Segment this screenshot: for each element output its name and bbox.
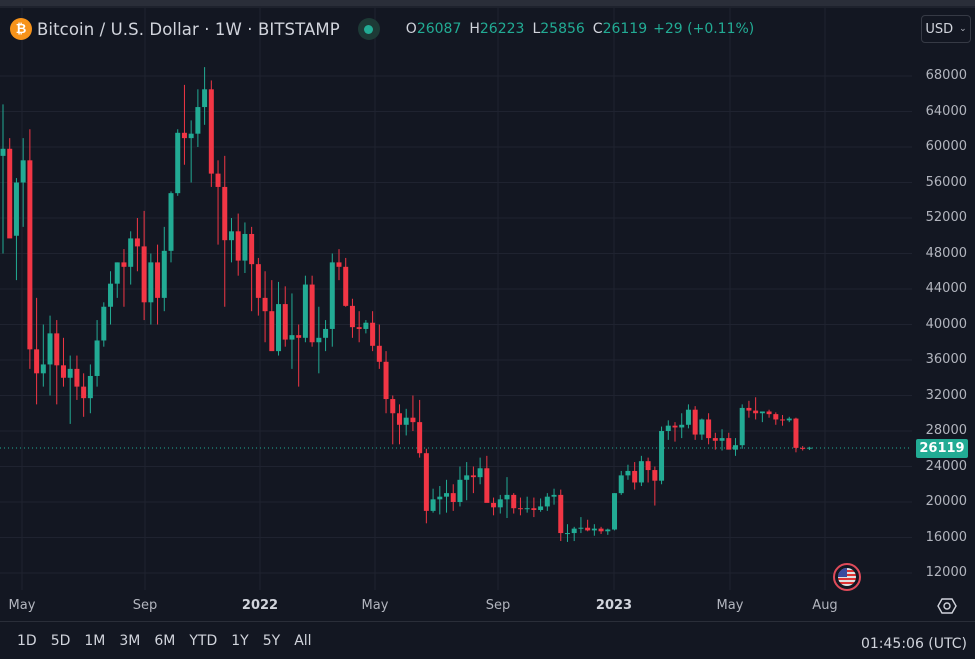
price-axis-label: 32000	[925, 387, 967, 403]
current-price-tag: 26119	[916, 439, 968, 458]
date-range-buttons: 1D 5D 1M 3M 6M YTD 1Y 5Y All	[10, 633, 319, 649]
price-axis-label: 16000	[925, 529, 967, 545]
price-axis-label: 20000	[925, 494, 967, 509]
price-axis-label: 24000	[925, 458, 967, 474]
high-label: H	[469, 21, 480, 37]
price-axis-label: 28000	[925, 423, 967, 438]
ohlc-values: O26087 H26223 L25856 C26119	[406, 21, 647, 37]
range-button-ytd[interactable]: YTD	[189, 632, 218, 649]
time-axis-label: Sep	[485, 598, 511, 613]
price-change: +29 (+0.11%)	[653, 21, 755, 37]
time-axis-label: Sep	[132, 598, 158, 613]
market-status-indicator[interactable]	[357, 18, 380, 40]
price-axis-label: 44000	[925, 281, 967, 296]
open-value: 26087	[416, 21, 462, 37]
time-axis-label: May	[361, 598, 389, 613]
us-flag-icon[interactable]	[833, 563, 861, 591]
top-frame-divider	[0, 6, 975, 8]
price-axis-label: 48000	[925, 245, 967, 261]
time-axis-label: May	[8, 598, 36, 613]
currency-label: USD	[925, 21, 954, 37]
price-axis-label: 40000	[925, 316, 967, 332]
candles	[0, 67, 812, 542]
status-dot-icon	[364, 24, 374, 34]
chevron-down-icon: ⌄	[959, 24, 967, 34]
range-button-1y[interactable]: 1Y	[231, 632, 249, 649]
range-button-1d[interactable]: 1D	[17, 632, 37, 649]
time-axis-label: 2022	[241, 598, 279, 613]
range-button-5d[interactable]: 5D	[50, 632, 71, 649]
price-axis-label: 64000	[925, 103, 967, 119]
high-value: 26223	[479, 21, 525, 37]
low-label: L	[532, 21, 541, 37]
time-axis-label: 2023	[595, 598, 633, 613]
price-axis-label: 12000	[925, 565, 967, 580]
time-axis-label: May	[716, 598, 744, 613]
range-button-3m[interactable]: 3M	[119, 632, 141, 649]
top-frame-bar	[0, 0, 975, 8]
chart-legend: ₿ Bitcoin / U.S. Dollar · 1W · BITSTAMP …	[10, 16, 754, 42]
bottom-divider	[0, 621, 975, 622]
close-label: C	[592, 21, 603, 37]
close-value: 26119	[602, 21, 648, 37]
range-button-6m[interactable]: 6M	[154, 632, 176, 649]
range-button-1m[interactable]: 1M	[84, 632, 106, 649]
range-button-all[interactable]: All	[294, 632, 312, 649]
currency-selector[interactable]: USD ⌄	[921, 15, 971, 43]
bottom-toolbar: 1D 5D 1M 3M 6M YTD 1Y 5Y All	[0, 622, 975, 659]
price-axis-label: 52000	[925, 210, 967, 225]
candlestick-chart[interactable]	[0, 0, 975, 620]
open-label: O	[405, 21, 417, 37]
price-axis-label: 36000	[925, 352, 967, 367]
grid-lines	[0, 8, 912, 590]
settings-gear-icon[interactable]	[937, 596, 957, 616]
range-button-5y[interactable]: 5Y	[262, 632, 281, 649]
bitcoin-icon: ₿	[10, 18, 32, 40]
price-axis-label: 60000	[925, 139, 967, 154]
symbol-title[interactable]: Bitcoin / U.S. Dollar · 1W · BITSTAMP	[37, 19, 340, 39]
price-axis-label: 56000	[925, 174, 967, 190]
time-axis-label: Aug	[812, 598, 838, 613]
low-value: 25856	[540, 21, 585, 37]
utc-clock[interactable]: 01:45:06 (UTC)	[860, 636, 967, 652]
price-axis-label: 68000	[925, 68, 967, 83]
